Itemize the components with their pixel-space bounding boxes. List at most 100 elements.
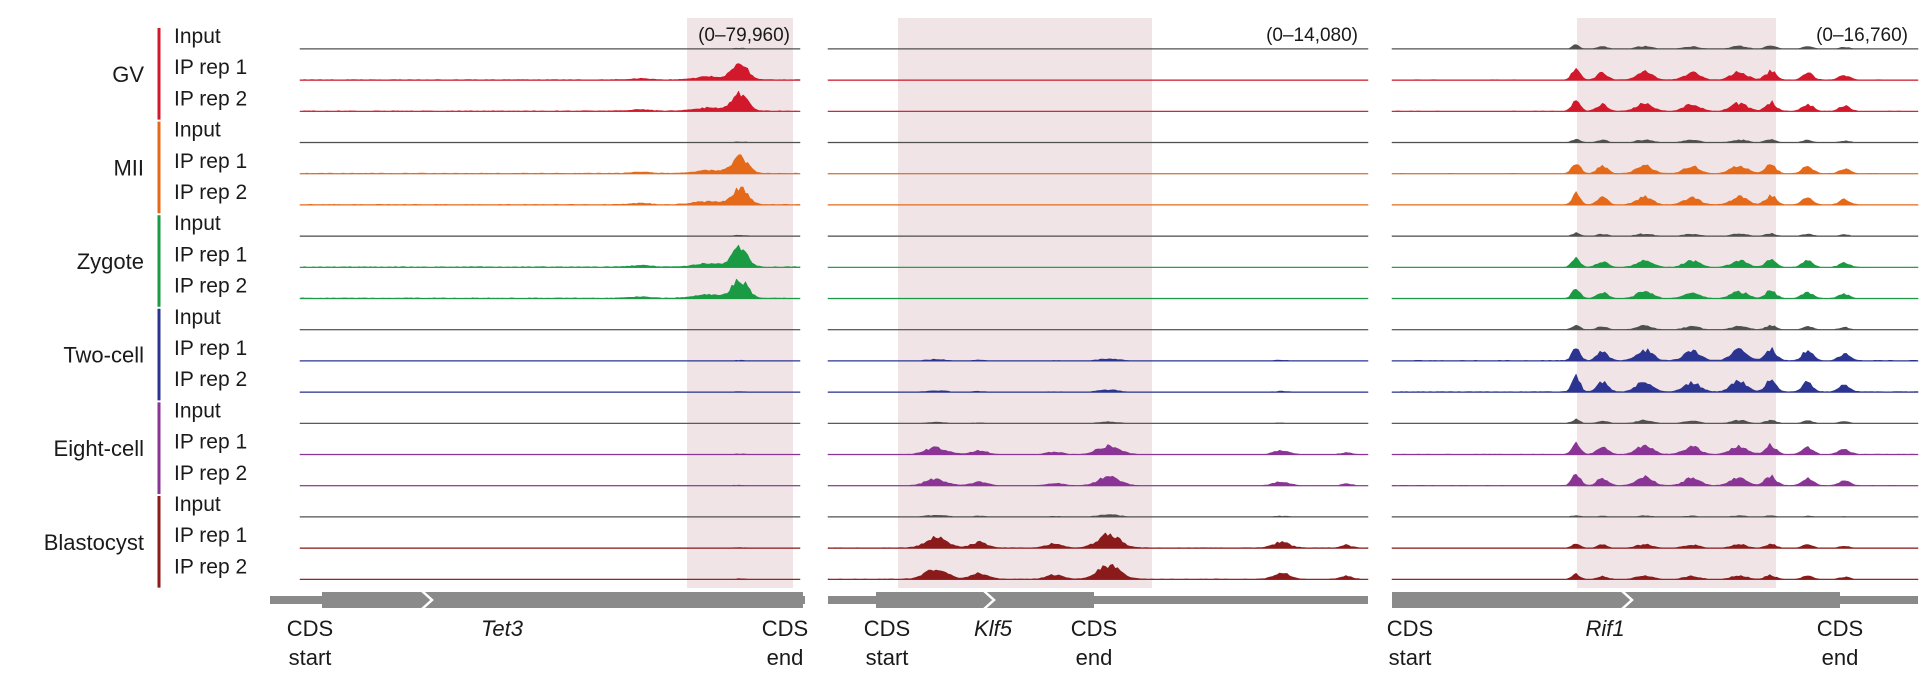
stage-label-two-cell: Two-cell	[63, 343, 144, 368]
track-label-two-cell-ip-rep-2: IP rep 2	[174, 368, 247, 391]
signal-rif1-eight-cell-ip-rep-2	[1391, 473, 1919, 487]
track-label-mii-ip-rep-1: IP rep 1	[174, 150, 247, 173]
track-label-zygote-ip-rep-2: IP rep 2	[174, 275, 247, 298]
signal-klf5-two-cell-ip-rep-1	[827, 358, 1369, 362]
cds-block	[1392, 592, 1840, 608]
gene-models: CDS start CDS end Tet3 CDS start CDS end Klf5 CDS s…	[270, 590, 1918, 670]
signal-tet3-two-cell-ip-rep-2	[299, 391, 801, 393]
cds-start-label: start	[1389, 645, 1432, 670]
strand-chevron	[1621, 590, 1634, 610]
signal-tet3-eight-cell-ip-rep-2	[299, 484, 801, 487]
signal-tet3-two-cell-ip-rep-1	[299, 359, 801, 362]
track-label-blastocyst-input: Input	[174, 493, 221, 516]
signal-rif1-gv-ip-rep-1	[1391, 68, 1919, 81]
stage-label-blastocyst: Blastocyst	[44, 530, 144, 555]
range-label-rif1: (0–16,760)	[1816, 25, 1908, 46]
signal-klf5-blastocyst-input	[827, 514, 1369, 518]
signal-tet3-eight-cell-ip-rep-1	[299, 453, 801, 456]
cds-end-label: end	[1822, 645, 1859, 670]
range-label-tet3: (0–79,960)	[698, 25, 790, 46]
signal-rif1-mii-ip-rep-1	[1391, 164, 1919, 175]
track-label-zygote-ip-rep-1: IP rep 1	[174, 243, 247, 266]
signal-rif1-mii-ip-rep-2	[1391, 191, 1919, 206]
signal-rif1-eight-cell-input	[1391, 418, 1919, 424]
gene-name-tet3: Tet3	[481, 616, 524, 641]
signal-klf5-blastocyst-ip-rep-1	[827, 532, 1369, 549]
cds-start-label: start	[866, 645, 909, 670]
signal-rif1-two-cell-ip-rep-1	[1391, 347, 1919, 362]
signal-rif1-blastocyst-ip-rep-2	[1391, 572, 1919, 580]
signal-rif1-zygote-ip-rep-2	[1391, 288, 1919, 300]
signal-tet3-zygote-ip-rep-1	[299, 244, 801, 268]
signal-klf5-mii-input	[827, 141, 1369, 144]
signal-rif1-mii-input	[1391, 138, 1919, 144]
signal-rif1-zygote-ip-rep-1	[1391, 256, 1919, 268]
track-label-eight-cell-ip-rep-2: IP rep 2	[174, 462, 247, 485]
track-label-zygote-input: Input	[174, 212, 221, 235]
highlight-region-tet3	[687, 18, 793, 588]
signal-rif1-eight-cell-ip-rep-1	[1391, 441, 1919, 456]
highlight-regions	[687, 18, 1776, 588]
signal-tet3-two-cell-input	[299, 329, 801, 331]
signal-klf5-eight-cell-ip-rep-2	[827, 475, 1369, 487]
signal-rif1-gv-ip-rep-2	[1391, 100, 1919, 112]
signal-tet3-blastocyst-input	[299, 516, 801, 518]
highlight-region-klf5	[898, 18, 1152, 588]
signal-klf5-two-cell-ip-rep-2	[827, 389, 1369, 393]
cds-start-label: CDS	[864, 616, 910, 641]
range-label-klf5: (0–14,080)	[1266, 25, 1358, 46]
cds-start-label: CDS	[287, 616, 333, 641]
signal-rif1-gv-input	[1391, 44, 1919, 50]
stage-label-eight-cell: Eight-cell	[54, 436, 144, 461]
signal-klf5-eight-cell-input	[827, 421, 1369, 424]
signal-rif1-zygote-input	[1391, 232, 1919, 237]
track-label-eight-cell-ip-rep-1: IP rep 1	[174, 431, 247, 454]
track-label-mii-ip-rep-2: IP rep 2	[174, 181, 247, 204]
strand-chevron	[983, 590, 996, 610]
cds-end-label: CDS	[1817, 616, 1863, 641]
track-label-eight-cell-input: Input	[174, 399, 221, 422]
signal-klf5-gv-ip-rep-2	[827, 110, 1369, 112]
signal-klf5-mii-ip-rep-1	[827, 173, 1369, 175]
track-label-gv-ip-rep-1: IP rep 1	[174, 56, 247, 79]
signal-tet3-mii-input	[299, 141, 801, 144]
signal-klf5-eight-cell-ip-rep-1	[827, 444, 1369, 456]
signal-tet3-zygote-input	[299, 234, 801, 237]
signal-klf5-two-cell-input	[827, 329, 1369, 331]
signal-klf5-zygote-input	[827, 235, 1369, 237]
track-label-mii-input: Input	[174, 119, 221, 142]
signal-klf5-mii-ip-rep-2	[827, 204, 1369, 206]
signal-tracks	[299, 44, 1919, 580]
cds-start-label: start	[289, 645, 332, 670]
gene-line	[828, 596, 1368, 604]
gene-model-klf5: CDS start CDS end Klf5	[828, 590, 1368, 670]
gene-name-rif1: Rif1	[1585, 616, 1624, 641]
track-label-blastocyst-ip-rep-1: IP rep 1	[174, 524, 247, 547]
cds-block	[322, 592, 803, 608]
signal-tet3-gv-ip-rep-1	[299, 63, 801, 81]
track-label-blastocyst-ip-rep-2: IP rep 2	[174, 555, 247, 578]
cds-end-label: end	[1076, 645, 1113, 670]
signal-tet3-blastocyst-ip-rep-2	[299, 578, 801, 580]
signal-tet3-gv-ip-rep-2	[299, 90, 801, 112]
track-label-two-cell-ip-rep-1: IP rep 1	[174, 337, 247, 360]
highlight-region-rif1	[1577, 18, 1776, 588]
signal-klf5-gv-input	[827, 48, 1369, 50]
track-label-two-cell-input: Input	[174, 306, 221, 329]
signal-rif1-blastocyst-input	[1391, 515, 1919, 518]
track-label-gv-ip-rep-2: IP rep 2	[174, 87, 247, 110]
signal-klf5-gv-ip-rep-1	[827, 79, 1369, 81]
signal-tet3-mii-ip-rep-1	[299, 154, 801, 175]
cds-start-label: CDS	[1387, 616, 1433, 641]
signal-klf5-zygote-ip-rep-2	[827, 297, 1369, 300]
signal-tet3-zygote-ip-rep-2	[299, 278, 801, 300]
cds-end-label: CDS	[1071, 616, 1117, 641]
signal-rif1-two-cell-input	[1391, 324, 1919, 331]
gene-model-rif1: CDS start CDS end Rif1	[1387, 590, 1918, 670]
cds-end-label: end	[767, 645, 804, 670]
signal-tet3-mii-ip-rep-2	[299, 186, 801, 206]
signal-tet3-eight-cell-input	[299, 422, 801, 424]
gene-name-klf5: Klf5	[974, 616, 1013, 641]
signal-klf5-zygote-ip-rep-1	[827, 266, 1369, 268]
